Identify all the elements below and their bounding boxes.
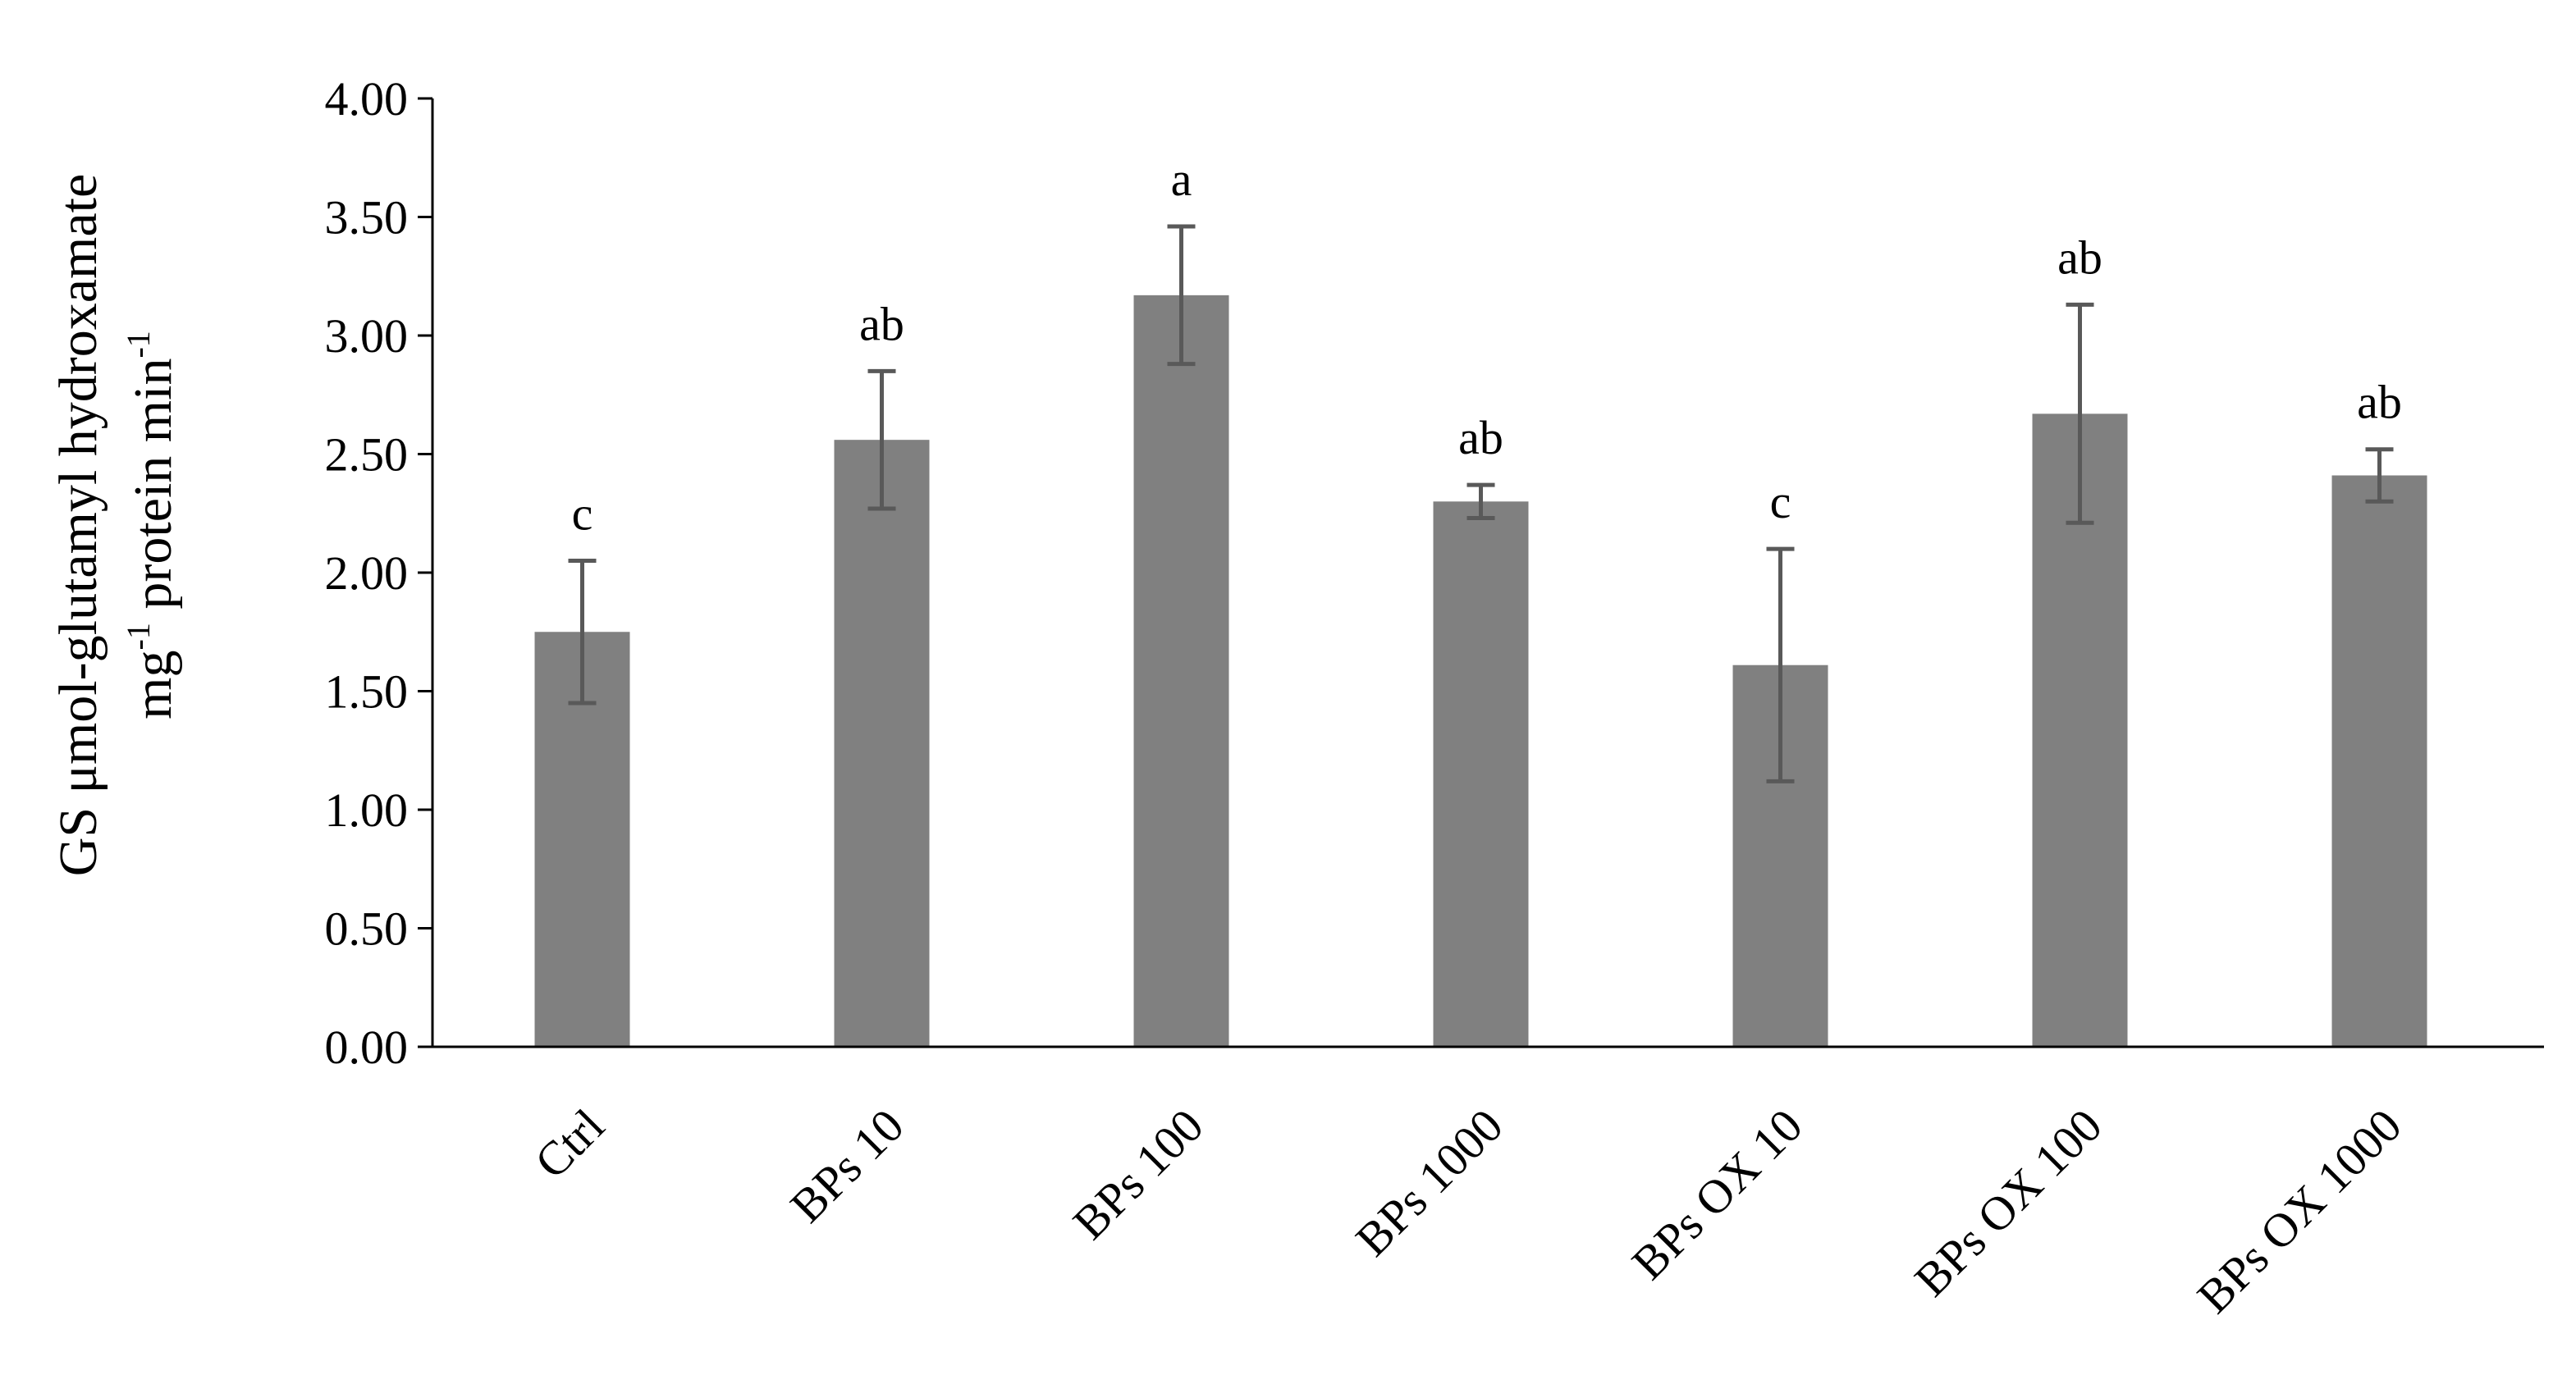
y-tick-label: 3.50 (325, 191, 409, 244)
x-category-label: BPs OX 100 (1904, 1098, 2112, 1306)
y-axis-title-part2: protein min (123, 359, 183, 623)
bar (2331, 475, 2427, 1047)
significance-label: a (1171, 153, 1192, 206)
y-axis-title-sup2: -1 (120, 331, 157, 358)
significance-label: c (1770, 475, 1791, 528)
y-tick-label: 1.50 (325, 665, 409, 719)
x-category-label: BPs OX 1000 (2187, 1098, 2412, 1323)
y-axis-title-line1: GS μmol-glutamyl hydroxamate (48, 174, 108, 877)
y-axis-title-line2: mg-1 protein min-1 (120, 331, 183, 719)
bar (834, 440, 930, 1047)
x-category-label: BPs 1000 (1345, 1098, 1512, 1266)
significance-label: ab (2357, 376, 2402, 429)
y-tick-label: 4.00 (325, 72, 409, 126)
y-tick-label: 0.50 (325, 902, 409, 956)
y-tick-label: 3.00 (325, 309, 409, 363)
y-axis-ticks: 0.00 0.50 1.00 1.50 2.00 2.50 3.00 3.50 4.00 (325, 72, 432, 1074)
x-category-label: BPs OX 10 (1622, 1098, 1813, 1290)
significance-label: ab (859, 297, 904, 350)
x-axis-category-labels: Ctrl BPs 10 BPs 100 BPs 1000 BPs OX 10 BPs OX… (524, 1098, 2412, 1323)
bars (534, 295, 2427, 1047)
bar (1433, 501, 1529, 1047)
y-tick-label: 2.50 (325, 428, 409, 482)
significance-label: c (572, 487, 593, 541)
y-tick-label: 2.00 (325, 546, 409, 600)
y-axis-title-part1: mg (123, 650, 183, 719)
x-category-label: Ctrl (524, 1098, 615, 1189)
significance-label: ab (1458, 411, 1503, 464)
error-bars (568, 224, 2394, 783)
x-category-label: BPs 100 (1063, 1098, 1214, 1249)
significance-labels: c ab a ab c ab ab (572, 153, 2402, 540)
y-tick-label: 0.00 (325, 1021, 409, 1074)
y-tick-label: 1.00 (325, 783, 409, 837)
bar (1133, 295, 1229, 1047)
significance-label: ab (2057, 231, 2102, 284)
y-axis-title-sup1: -1 (120, 623, 157, 650)
x-category-label: BPs 10 (780, 1098, 913, 1232)
